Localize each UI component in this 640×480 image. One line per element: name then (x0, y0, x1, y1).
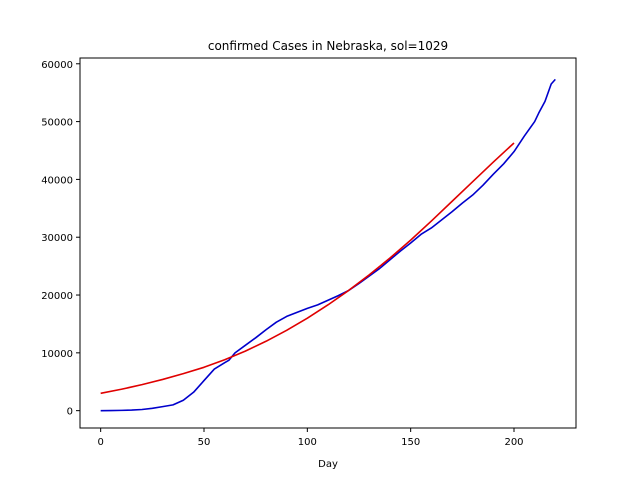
y-tick-label: 50000 (41, 118, 73, 129)
x-tick-label: 50 (198, 437, 211, 448)
x-tick-label: 150 (401, 437, 420, 448)
y-tick-label: 10000 (41, 349, 73, 360)
x-axis-label: Day (318, 459, 338, 470)
y-tick-label: 20000 (41, 291, 73, 302)
plot-area (100, 78, 556, 412)
y-tick-label: 0 (67, 407, 73, 418)
plot-frame (79, 57, 577, 429)
y-tick-label: 60000 (41, 60, 73, 71)
x-tick-label: 0 (97, 437, 103, 448)
x-tick-label: 200 (504, 437, 523, 448)
series-line-1 (100, 142, 515, 395)
y-tick-label: 40000 (41, 175, 73, 186)
y-axis: 0 10000 20000 30000 40000 50000 60000 (41, 60, 80, 418)
y-tick-label: 30000 (41, 233, 73, 244)
x-axis: 0 50 100 150 200 (97, 428, 524, 448)
x-tick-label: 100 (298, 437, 317, 448)
series-line-0 (100, 78, 556, 412)
chart-title: confirmed Cases in Nebraska, sol=1029 (208, 39, 448, 53)
